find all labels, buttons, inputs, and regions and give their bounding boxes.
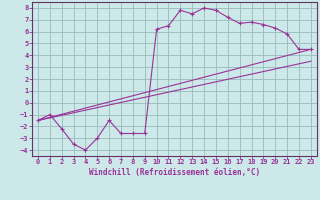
X-axis label: Windchill (Refroidissement éolien,°C): Windchill (Refroidissement éolien,°C) bbox=[89, 168, 260, 177]
